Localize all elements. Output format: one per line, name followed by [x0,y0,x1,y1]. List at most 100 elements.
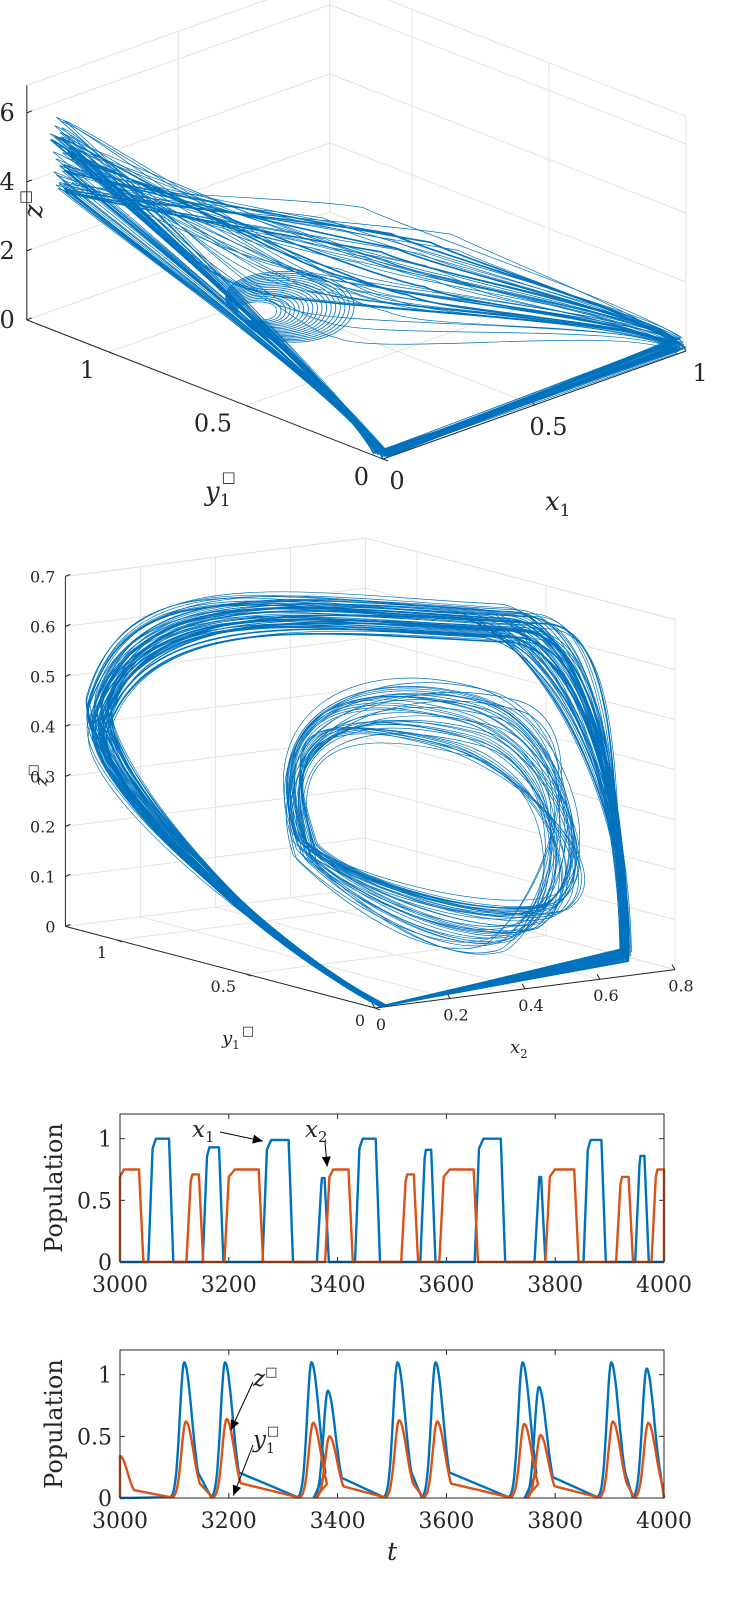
grid-line [365,787,676,871]
trajectory-fold [288,694,571,914]
series-lines [118,1137,666,1264]
z-tick-label: 0.5 [30,667,55,686]
y-tick-label: 0 [355,1011,365,1030]
y-tick-label: 0 [354,463,369,491]
grid-line [386,0,687,117]
trajectory-line [98,626,629,1007]
y-tick-label: 0.5 [77,1189,112,1214]
annotation-x2-sub: 2 [318,1128,328,1146]
z-tick-label: 0.4 [30,717,55,736]
tick-labels: 0 0.5 1 0 0.5 1 0 0.2 0.4 0.6 [0,99,708,495]
annotation-arrow-z-head [230,1419,240,1431]
x-tick-label: 0 [376,1015,386,1034]
trajectory-fold [300,727,568,927]
y-tick-label: 1 [80,356,95,384]
z-tick [65,823,71,827]
y-tick [116,939,123,943]
x-tick-label: 4000 [636,1509,692,1534]
axes [26,85,687,462]
x-tick-label: 3400 [310,1509,366,1534]
trajectory-line [64,164,676,457]
grid-line [365,637,676,721]
y-axis-label: Population [40,1359,68,1489]
z-tick [26,110,32,114]
z-tick-label: 0.3 [30,767,55,786]
x-tick-label: 0.5 [529,413,567,441]
y-tick [108,351,115,355]
x-tick [671,964,676,970]
trajectory-fold [300,727,579,919]
grid-line [26,4,330,114]
x-tick-label: 1 [692,359,707,387]
z-tick-label: 0.2 [0,237,15,265]
trajectory-series [49,116,687,458]
trajectory-line [59,132,680,457]
annotation-x2: x2 [305,1117,328,1146]
x-axis-label: x2 [510,1037,528,1061]
trajectory-line [58,181,681,452]
grid-line [116,901,418,941]
x-tick [521,983,526,990]
grid-line [329,4,687,145]
trajectory-spiral [226,274,346,340]
z-tick [65,873,71,877]
annotation-arrow-y1-head [232,1484,242,1496]
trajectory-line [59,136,681,455]
y-tick-label: 1 [97,943,107,962]
trajectory-spiral [230,285,318,332]
annotation-arrow-x1-head [252,1134,263,1144]
plot-frame [119,1349,665,1499]
y-axis-label: Population [40,1123,68,1253]
trajectory-line [70,192,672,456]
trajectory-line [54,125,684,453]
trajectory-spiral [232,289,309,330]
z-tick [65,723,71,727]
z-tick [26,317,32,321]
grid-line [329,73,687,214]
trajectory-spiral [234,296,291,325]
trajectory-fold [295,712,558,933]
tick-labels: 0 0.2 0.4 0.6 0.8 0 0.5 1 0 0.1 0.2 0.3 0.4 0.5 0.6 0.7 [30,567,694,1034]
trajectory-line [109,618,623,1007]
x-tick-label: 3600 [418,1509,474,1534]
trajectory-fold [299,726,582,916]
trajectory-spiral [227,276,341,339]
y-axis-label-sup: □ [242,1024,254,1039]
trajectory-spiral [225,272,350,342]
x-tick-label: 0.6 [593,986,618,1005]
trajectory-line [53,134,685,454]
grid-line [65,837,366,877]
trajectory-spiral [229,281,327,335]
z-tick-label: 0.7 [30,567,55,586]
grid-line [140,916,451,999]
grid-line [365,687,676,771]
y-tick-label: 0 [98,1487,112,1512]
grid [64,537,676,1009]
trajectory-fold [302,731,564,932]
series-line-z* [119,1361,666,1500]
y-tick-label: 1 [98,1128,112,1153]
annotation-y1: y1□ [252,1424,279,1457]
trajectory-spiral [231,287,314,331]
tick-labels: 3000 3200 3400 3600 3800 4000 0 0.5 1 [77,1350,692,1534]
x-tick-label: 4000 [636,1273,692,1298]
trajectory-fold [292,706,555,939]
trajectory-fold [289,696,577,909]
y-tick-label: 0 [98,1251,112,1276]
trajectory-line [91,619,630,1006]
trajectory-fold [292,704,577,912]
trajectory-spiral [225,271,355,343]
annotation-z-sup: □ [265,1365,277,1380]
trajectory-line [53,171,684,455]
trajectory-fold [302,733,562,933]
x-tick-label: 3600 [418,1273,474,1298]
x-tick-label: 3800 [527,1509,583,1534]
tick-labels: 3000 3200 3400 3600 3800 4000 0 0.5 1 [77,1114,692,1298]
x-tick-label: 0.2 [443,1005,468,1024]
z-tick-label: 0.1 [30,867,55,886]
trajectory-fold [306,742,544,955]
z-axis-label: z□ [26,764,52,787]
trajectory-line [60,120,680,454]
trajectory-spiral [230,283,323,334]
